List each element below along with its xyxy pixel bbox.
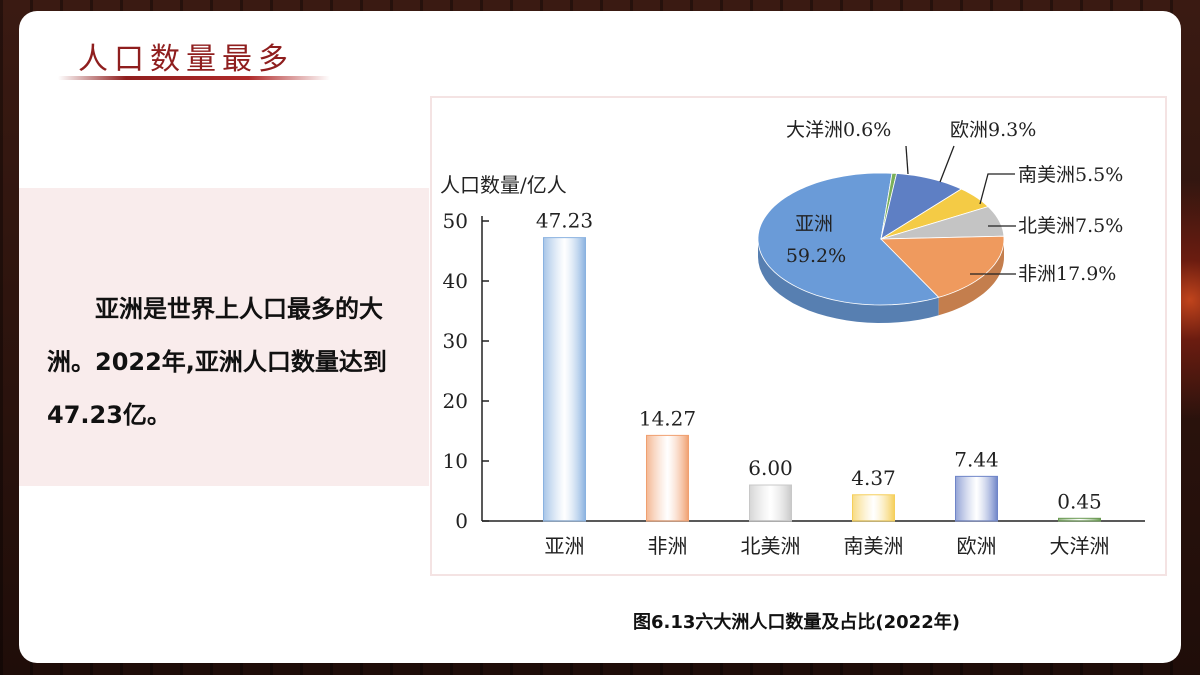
bar-value-label: 6.00 — [748, 456, 793, 480]
y-tick-label: 40 — [443, 269, 468, 293]
bar-value-label: 4.37 — [851, 466, 896, 490]
bar-value-label: 7.44 — [954, 447, 999, 471]
title-underline — [58, 76, 330, 80]
pie-label-非洲: 非洲17.9% — [1018, 263, 1116, 285]
bar-2 — [749, 484, 792, 522]
pie-slice-亚洲 — [757, 172, 940, 306]
bar-value-label: 47.23 — [536, 209, 593, 233]
pie-side-非洲 — [938, 239, 1004, 316]
pie-percent-asia: 59.2% — [786, 245, 846, 267]
x-tick-label: 北美洲 — [741, 534, 801, 558]
bar-0 — [543, 237, 586, 522]
bar-5 — [1058, 517, 1101, 522]
slide-title: 人口数量最多 — [78, 42, 294, 77]
y-tick-label: 50 — [443, 209, 468, 233]
population-chart: 0 10 20 30 40 50 人口数量/亿人 47.23 亚洲 14.27 非洲 6.00 北美洲 4… — [440, 119, 1145, 558]
y-axis-label: 人口数量/亿人 — [440, 173, 567, 197]
pie-label-asia: 亚洲 — [795, 213, 833, 235]
pie-slice-非洲 — [880, 235, 1005, 298]
figure-caption: 图6.13六大洲人口数量及占比(2022年) — [633, 612, 960, 633]
bar-value-label: 14.27 — [639, 406, 696, 430]
bar-1 — [646, 434, 689, 522]
pie-slice-北美洲 — [880, 206, 1005, 240]
x-tick-label: 欧洲 — [957, 534, 997, 558]
y-tick-label: 10 — [443, 449, 468, 473]
bar-value-label: 0.45 — [1057, 489, 1102, 513]
y-tick-label: 30 — [443, 329, 468, 353]
pie-slice-欧洲 — [880, 173, 963, 240]
text-panel — [19, 188, 429, 486]
y-tick-label: 0 — [455, 509, 468, 533]
pie-slice-南美洲 — [880, 188, 989, 240]
x-tick-label: 大洋洲 — [1050, 534, 1110, 558]
pie-label-南美洲: 南美洲5.5% — [1018, 164, 1123, 186]
x-tick-label: 南美洲 — [844, 534, 904, 558]
bar-3 — [852, 494, 895, 522]
y-tick-label: 20 — [443, 389, 468, 413]
pie-leader-line — [939, 145, 955, 183]
pie-side-亚洲 — [758, 239, 939, 323]
x-tick-label: 非洲 — [648, 534, 688, 558]
pie-label-北美洲: 北美洲7.5% — [1018, 215, 1123, 237]
x-tick-label: 亚洲 — [545, 534, 585, 558]
pie-label-大洋洲: 大洋洲0.6% — [786, 119, 891, 141]
pie-leader-line — [905, 145, 909, 175]
pie-leader-line — [979, 173, 1015, 205]
bar-4 — [955, 475, 998, 522]
pie-label-欧洲: 欧洲9.3% — [950, 119, 1036, 141]
body-text: 亚洲是世界上人口最多的大洲。2022年,亚洲人口数量达到47.23亿。 — [47, 295, 387, 429]
